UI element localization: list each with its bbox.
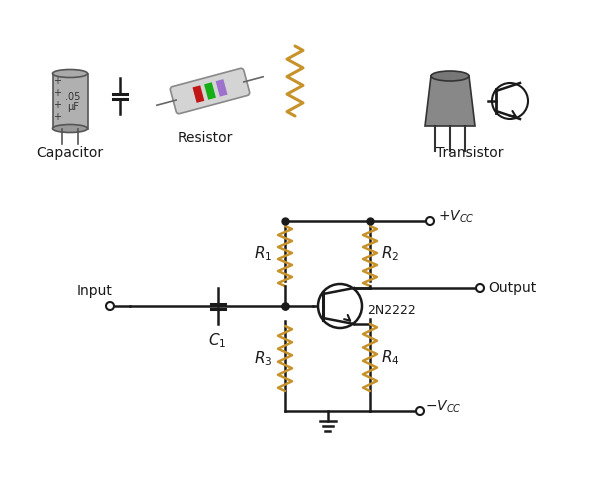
Bar — [53, 74, 88, 128]
Circle shape — [476, 284, 484, 292]
Text: .05: .05 — [65, 92, 80, 102]
Circle shape — [416, 407, 424, 415]
Bar — [193, 85, 205, 103]
Text: +: + — [53, 76, 62, 86]
Text: $C_1$: $C_1$ — [208, 331, 227, 350]
Text: $R_4$: $R_4$ — [380, 348, 400, 367]
Ellipse shape — [431, 71, 469, 81]
Text: $-V_{CC}$: $-V_{CC}$ — [425, 399, 461, 415]
Text: +: + — [53, 112, 62, 122]
Circle shape — [426, 217, 434, 225]
Text: Input: Input — [77, 284, 113, 298]
Text: $+V_{CC}$: $+V_{CC}$ — [438, 209, 475, 225]
Ellipse shape — [53, 125, 88, 132]
Text: Resistor: Resistor — [178, 131, 233, 145]
Bar — [204, 82, 216, 100]
Circle shape — [318, 284, 362, 328]
Text: Output: Output — [488, 281, 536, 295]
Text: Capacitor: Capacitor — [37, 146, 104, 160]
Text: 2N2222: 2N2222 — [367, 305, 416, 318]
Text: +: + — [53, 88, 62, 98]
Text: $R_2$: $R_2$ — [381, 244, 399, 263]
Circle shape — [492, 83, 528, 119]
FancyBboxPatch shape — [170, 68, 250, 114]
Bar — [215, 79, 227, 97]
Circle shape — [106, 302, 114, 310]
Text: μF: μF — [67, 102, 79, 112]
Text: $R_3$: $R_3$ — [254, 349, 272, 368]
Text: $R_1$: $R_1$ — [254, 244, 272, 263]
Ellipse shape — [53, 70, 88, 78]
Polygon shape — [425, 76, 475, 126]
Text: +: + — [53, 100, 62, 110]
Text: Transistor: Transistor — [436, 146, 504, 160]
